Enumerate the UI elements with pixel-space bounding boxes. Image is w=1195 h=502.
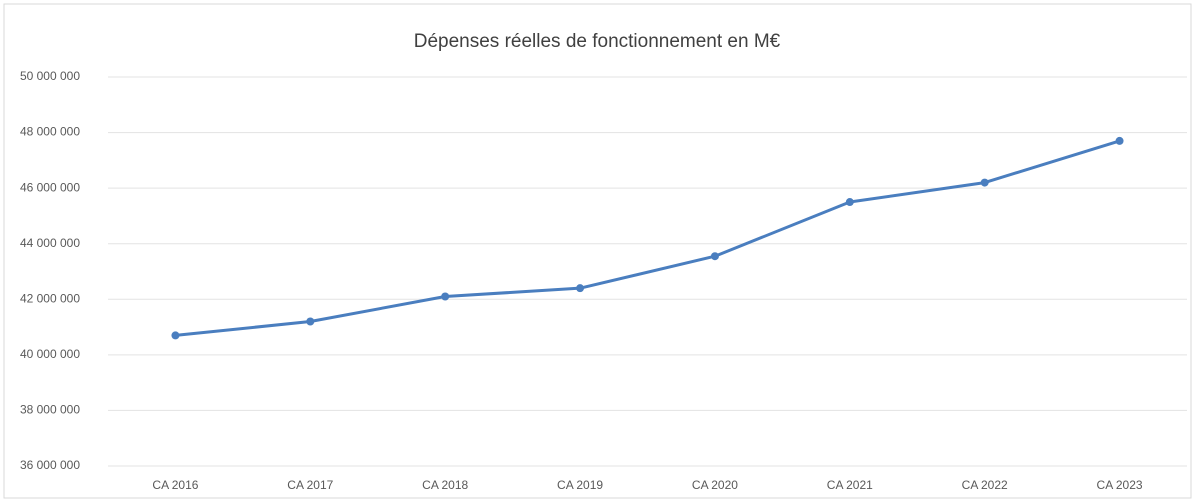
y-tick-label: 42 000 000 (20, 291, 80, 305)
x-tick-label: CA 2021 (827, 478, 873, 492)
y-tick-label: 38 000 000 (20, 403, 80, 417)
y-tick-label: 44 000 000 (20, 236, 80, 250)
marker (306, 317, 315, 326)
x-tick-label: CA 2020 (692, 478, 738, 492)
y-tick-label: 36 000 000 (20, 458, 80, 472)
x-tick-label: CA 2019 (557, 478, 603, 492)
x-tick-label: CA 2022 (962, 478, 1008, 492)
y-tick-label: 50 000 000 (20, 69, 80, 83)
marker (845, 198, 854, 207)
y-tick-label: 46 000 000 (20, 180, 80, 194)
marker (1115, 136, 1124, 145)
marker (171, 331, 180, 340)
y-tick-label: 48 000 000 (20, 125, 80, 139)
chart-frame (3, 3, 1192, 499)
x-tick-label: CA 2016 (152, 478, 198, 492)
line (175, 139, 1121, 337)
y-tick-label: 40 000 000 (20, 347, 80, 361)
x-tick-label: CA 2023 (1097, 478, 1143, 492)
chart-title: Dépenses réelles de fonctionnement en M€ (414, 31, 781, 52)
marker (980, 178, 989, 187)
x-tick-label: CA 2017 (287, 478, 333, 492)
marker (441, 292, 450, 301)
marker (710, 252, 719, 261)
x-tick-label: CA 2018 (422, 478, 468, 492)
marker (576, 284, 585, 293)
